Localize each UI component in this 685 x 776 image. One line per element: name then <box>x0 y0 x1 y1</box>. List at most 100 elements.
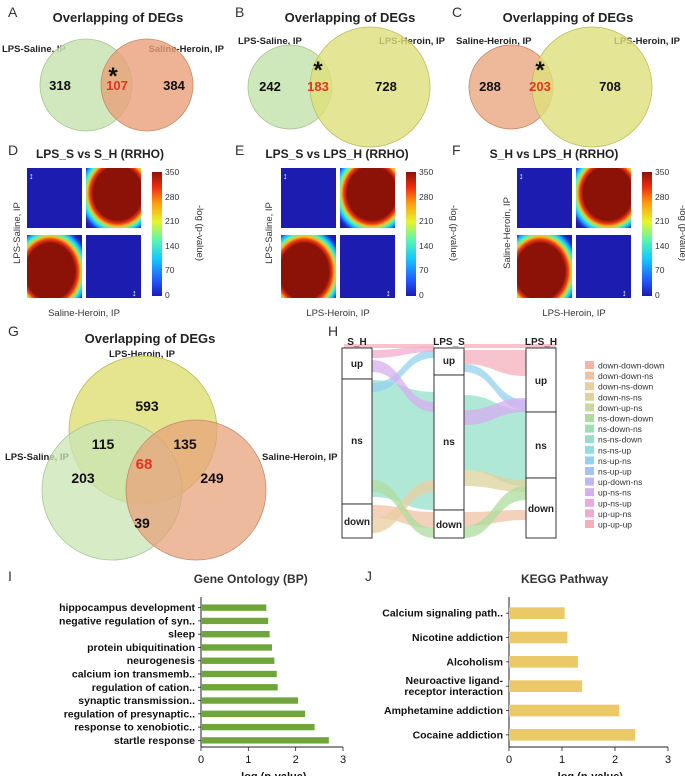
stratum-label: down <box>344 517 370 528</box>
rrho-quadrant-top-left <box>281 168 336 228</box>
panel-letters: A B C D E F G H I J <box>8 4 462 584</box>
legend-swatch <box>585 445 594 454</box>
venn-left-label: LPS-Saline, IP <box>238 36 303 47</box>
venn-c: Overlapping of DEGs Saline-Heroin, IP LP… <box>456 10 681 148</box>
venn-circle-right <box>309 26 431 148</box>
colorbar-tick: 280 <box>165 192 179 202</box>
bar <box>509 728 636 741</box>
venn-right-label: LPS-Heroin, IP <box>379 36 446 47</box>
venn-overlap-count: 107 <box>106 78 128 93</box>
bar <box>201 697 299 704</box>
category-label: Neuroactive ligand-receptor interaction <box>404 675 503 698</box>
rrho-ylabel: Saline-Heroin, IP <box>502 197 513 269</box>
venn-title: Overlapping of DEGs <box>85 331 216 346</box>
colorbar-ticks: 350 280 210 140 70 0 <box>419 167 433 300</box>
flow-top-band <box>344 344 434 348</box>
colorbar <box>642 172 652 296</box>
legend-label: ns-up-up <box>598 467 632 477</box>
venn-circle-right <box>100 38 194 132</box>
stratum-label: down <box>528 504 554 515</box>
legend-swatch <box>585 371 594 380</box>
colorbar-tick: 0 <box>165 290 170 300</box>
bar <box>201 604 267 611</box>
venn-left-label: LPS-Saline, IP <box>5 452 70 463</box>
rrho-quadrant-bottom-right <box>340 235 395 298</box>
legend-label: down-ns-down <box>598 382 654 392</box>
alluvial-flows-left <box>344 344 434 538</box>
venn-overlap-count: 203 <box>529 79 551 94</box>
direction-marker-icon: ↕ <box>622 288 627 298</box>
x-axis-label: -log (p-value) <box>554 771 623 776</box>
venn-top-count: 593 <box>135 398 159 414</box>
direction-marker-icon: ↕ <box>386 288 391 298</box>
venn-title: Overlapping of DEGs <box>285 10 416 25</box>
x-tick-label: 0 <box>506 754 512 766</box>
colorbar-tick: 210 <box>419 216 433 226</box>
rrho-f: S_H vs LPS_H (RRHO) ↕ ↕ Saline-Heroin, I… <box>490 147 685 319</box>
venn-left-count: 318 <box>49 78 71 93</box>
colorbar-tick: 350 <box>655 167 669 177</box>
colorbar-tick: 350 <box>165 167 179 177</box>
alluvial-strata <box>341 347 557 539</box>
bar <box>201 723 315 731</box>
panel-letter-c: C <box>452 4 462 20</box>
alluvial-column-title: LPS_S <box>433 337 465 348</box>
alluvial-column-title: S_H <box>347 337 366 348</box>
legend-swatch <box>585 456 594 465</box>
venn-circle-right <box>125 419 267 561</box>
legend-label: up-ns-ns <box>598 488 631 498</box>
venn-top-label: LPS-Heroin, IP <box>109 349 176 360</box>
rrho-ylabel: LPS-Saline, IP <box>12 202 23 264</box>
venn-top-left-count: 115 <box>92 436 115 452</box>
legend-label: ns-ns-up <box>598 445 631 455</box>
panel-letter-j: J <box>365 568 372 584</box>
bar <box>509 704 620 717</box>
legend-swatch <box>585 509 594 518</box>
significance-asterisk: * <box>535 57 545 84</box>
legend-swatch <box>585 498 594 507</box>
flow-down-down <box>372 505 434 528</box>
panel-letter-f: F <box>452 142 461 158</box>
legend-label: up-up-up <box>598 520 632 530</box>
colorbar-tick: 140 <box>655 241 669 251</box>
category-label: Nicotine addiction <box>412 632 503 644</box>
stratum-label: down <box>436 520 462 531</box>
bar <box>201 737 329 744</box>
legend-label: down-down-ns <box>598 371 653 381</box>
legend-swatch <box>585 382 594 391</box>
category-label: protein ubiquitination <box>87 642 195 654</box>
rrho-quadrant-bottom-left <box>27 235 82 298</box>
flow-up-ns-right <box>464 364 526 410</box>
bar <box>201 617 269 625</box>
x-tick-label: 3 <box>340 754 346 766</box>
panel-letter-i: I <box>8 568 12 584</box>
rrho-e: LPS_S vs LPS_H (RRHO) ↕ ↕ LPS-Saline, IP… <box>264 147 459 319</box>
venn-right-count: 708 <box>599 79 621 94</box>
stratum-label: up <box>535 376 547 387</box>
legend-label: down-up-ns <box>598 403 642 413</box>
rrho-ylabel: LPS-Saline, IP <box>264 202 275 264</box>
venn-left-right-count: 39 <box>134 515 150 531</box>
category-label: calcium ion transmemb.. <box>72 669 195 681</box>
x-tick-label: 3 <box>665 754 671 766</box>
legend-swatch <box>585 488 594 497</box>
venn-left-count: 242 <box>259 79 281 94</box>
flow-top-band-right <box>464 344 556 348</box>
category-label: regulation of presynaptic.. <box>64 708 195 720</box>
category-label: Amphetamine addiction <box>384 705 503 717</box>
colorbar-ticks: 350 280 210 140 70 0 <box>655 167 669 300</box>
colorbar-tick: 70 <box>419 265 429 275</box>
category-label: sleep <box>168 629 195 641</box>
category-label: startle response <box>114 735 195 747</box>
direction-marker-icon: ↕ <box>519 171 524 181</box>
category-label: hippocampus development <box>59 602 195 614</box>
flow-ns-ns <box>372 380 434 510</box>
legend-label: up-ns-up <box>598 498 632 508</box>
colorbar-tick: 280 <box>655 192 669 202</box>
flow-down-ns-right <box>464 486 526 538</box>
stratum-sh-ns <box>341 378 373 505</box>
venn-left-count: 203 <box>71 470 95 486</box>
rrho-quadrant-bottom-left <box>517 235 572 298</box>
venn-right-count: 249 <box>200 470 224 486</box>
